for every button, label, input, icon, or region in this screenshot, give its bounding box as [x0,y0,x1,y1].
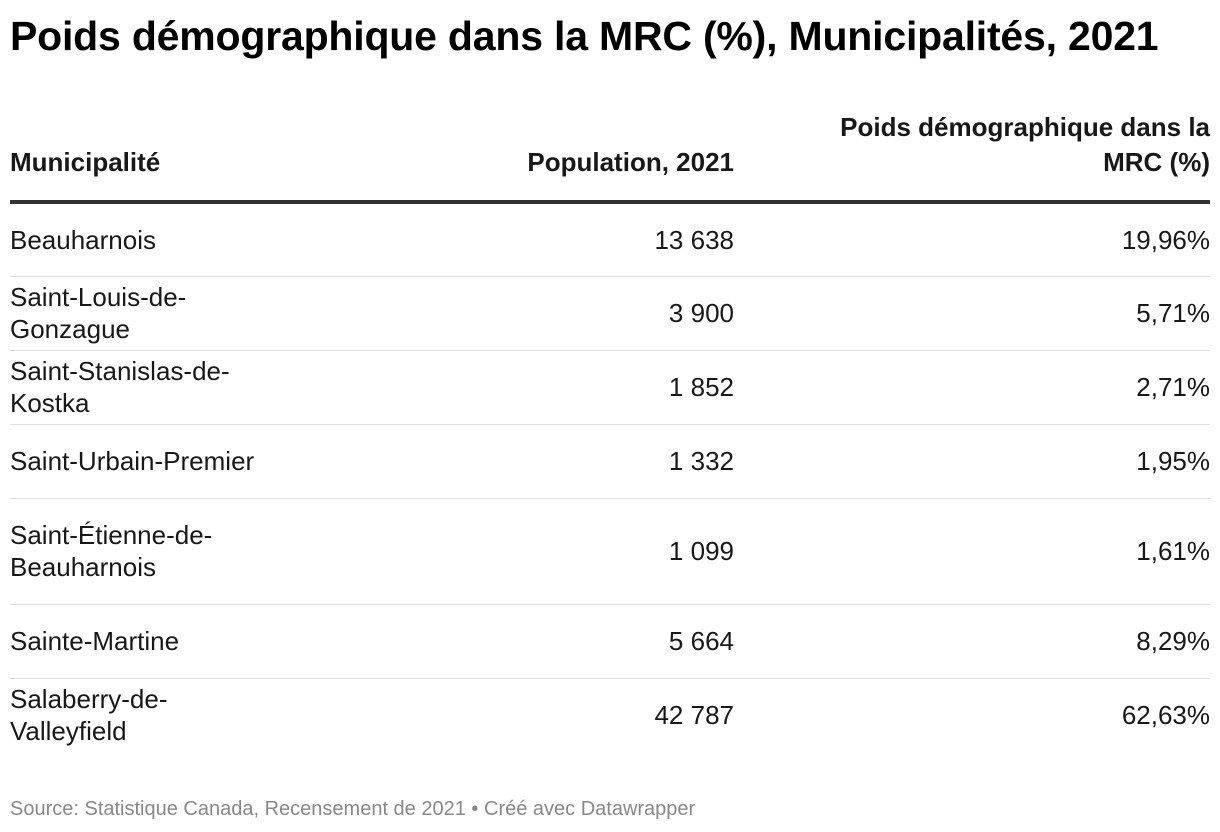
cell-poids: 1,95% [734,424,1210,499]
chart-footer: Source: Statistique Canada, Recensement … [10,796,695,822]
cell-poids: 8,29% [734,604,1210,679]
footer-separator: • [471,798,479,820]
cell-municipalite-text: Saint-Stanislas-de-Kostka [10,356,230,418]
cell-municipalite-text: Saint-Étienne-de-Beauharnois [10,520,213,582]
cell-poids: 19,96% [734,202,1210,277]
table-row: Sainte-Martine 5 664 8,29% [10,604,1210,679]
cell-municipalite: Beauharnois [10,202,430,277]
cell-municipalite: Saint-Louis-de-Gonzague [10,276,430,351]
cell-municipalite: Saint-Urbain-Premier [10,424,430,499]
table-row: Salaberry-de-Valleyfield 42 787 62,63% [10,678,1210,752]
cell-poids: 2,71% [734,350,1210,425]
credit-link[interactable]: Créé avec Datawrapper [484,798,696,820]
cell-poids: 5,71% [734,276,1210,351]
column-header-population[interactable]: Population, 2021 [430,110,734,204]
table-row: Saint-Stanislas-de-Kostka 1 852 2,71% [10,350,1210,425]
chart-title: Poids démographique dans la MRC (%), Mun… [10,13,1159,59]
cell-municipalite-text: Salaberry-de-Valleyfield [10,684,168,747]
cell-population: 1 852 [430,350,734,425]
cell-municipalite-text: Sainte-Martine [10,626,180,656]
column-header-municipalite[interactable]: Municipalité [10,110,430,204]
cell-municipalite-text: Beauharnois [10,224,156,255]
cell-municipalite-text: Saint-Louis-de-Gonzague [10,282,187,344]
data-table: Municipalité Population, 2021 Poids démo… [10,110,1210,752]
cell-population: 3 900 [430,276,734,351]
cell-population: 13 638 [430,202,734,277]
table-row: Saint-Louis-de-Gonzague 3 900 5,71% [10,276,1210,351]
cell-municipalite: Sainte-Martine [10,604,430,679]
source-note: Source: Statistique Canada, Recensement … [10,798,466,820]
table-row: Beauharnois 13 638 19,96% [10,202,1210,277]
table-row: Saint-Urbain-Premier 1 332 1,95% [10,424,1210,499]
cell-poids: 1,61% [734,498,1210,605]
cell-municipalite-text: Saint-Urbain-Premier [10,446,255,476]
table-row: Saint-Étienne-de-Beauharnois 1 099 1,61% [10,498,1210,605]
cell-population: 42 787 [654,700,734,731]
cell-population: 5 664 [430,604,734,679]
cell-municipalite: Saint-Stanislas-de-Kostka [10,350,430,425]
cell-population: 1 332 [430,424,734,499]
cell-municipalite: Salaberry-de-Valleyfield [10,678,430,752]
table-header-row: Municipalité Population, 2021 Poids démo… [10,110,1210,204]
cell-municipalite: Saint-Étienne-de-Beauharnois [10,498,430,605]
cell-poids: 62,63% [1121,700,1210,731]
column-header-poids-label: Poids démographique dans la MRC (%) [840,112,1210,177]
cell-population: 1 099 [430,498,734,605]
column-header-poids[interactable]: Poids démographique dans la MRC (%) [734,110,1210,204]
